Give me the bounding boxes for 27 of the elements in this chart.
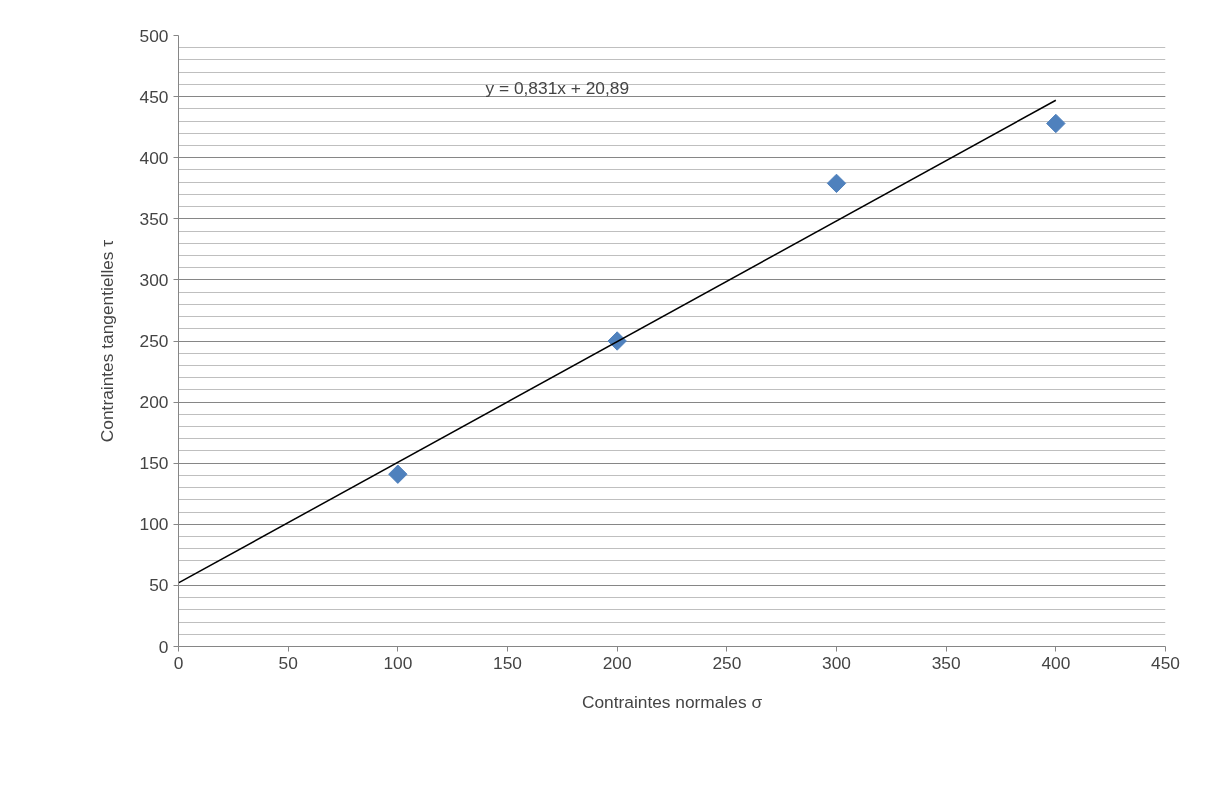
x-tick-label: 350: [931, 652, 961, 673]
x-tick-label: 100: [383, 652, 413, 673]
x-axis-title: Contraintes normales σ: [581, 691, 763, 712]
y-tick-label: 450: [139, 86, 169, 107]
point: [388, 464, 408, 484]
point: [1046, 113, 1066, 134]
y-tick-label: 400: [139, 147, 169, 168]
y-tick-label: 250: [139, 331, 169, 351]
y-tick-label: 200: [139, 392, 169, 413]
y-tick-label: 300: [139, 269, 169, 290]
y-tick-label: 100: [139, 514, 169, 535]
y-tick-label: 0: [158, 636, 169, 657]
y-tick-label: 350: [139, 208, 169, 229]
x-tick-label: 200: [602, 652, 632, 673]
y-tick-label: 500: [139, 25, 169, 46]
y-tick-label: 50: [149, 575, 169, 596]
y-tick-label: 150: [139, 453, 169, 474]
x-tick-label: 50: [278, 652, 298, 673]
x-tick-label: 400: [1041, 652, 1071, 673]
y-axis-title: Contraintes tangentielles τ: [96, 239, 117, 443]
x-tick-label: 450: [1151, 652, 1180, 673]
annotation: y = 0,831x + 20,89: [485, 77, 630, 98]
x-tick-label: 150: [493, 652, 522, 673]
x-tick-label: 300: [822, 652, 851, 673]
point: [826, 173, 847, 194]
x-tick-label: 0: [173, 652, 184, 673]
x-tick-label: 250: [712, 652, 742, 673]
